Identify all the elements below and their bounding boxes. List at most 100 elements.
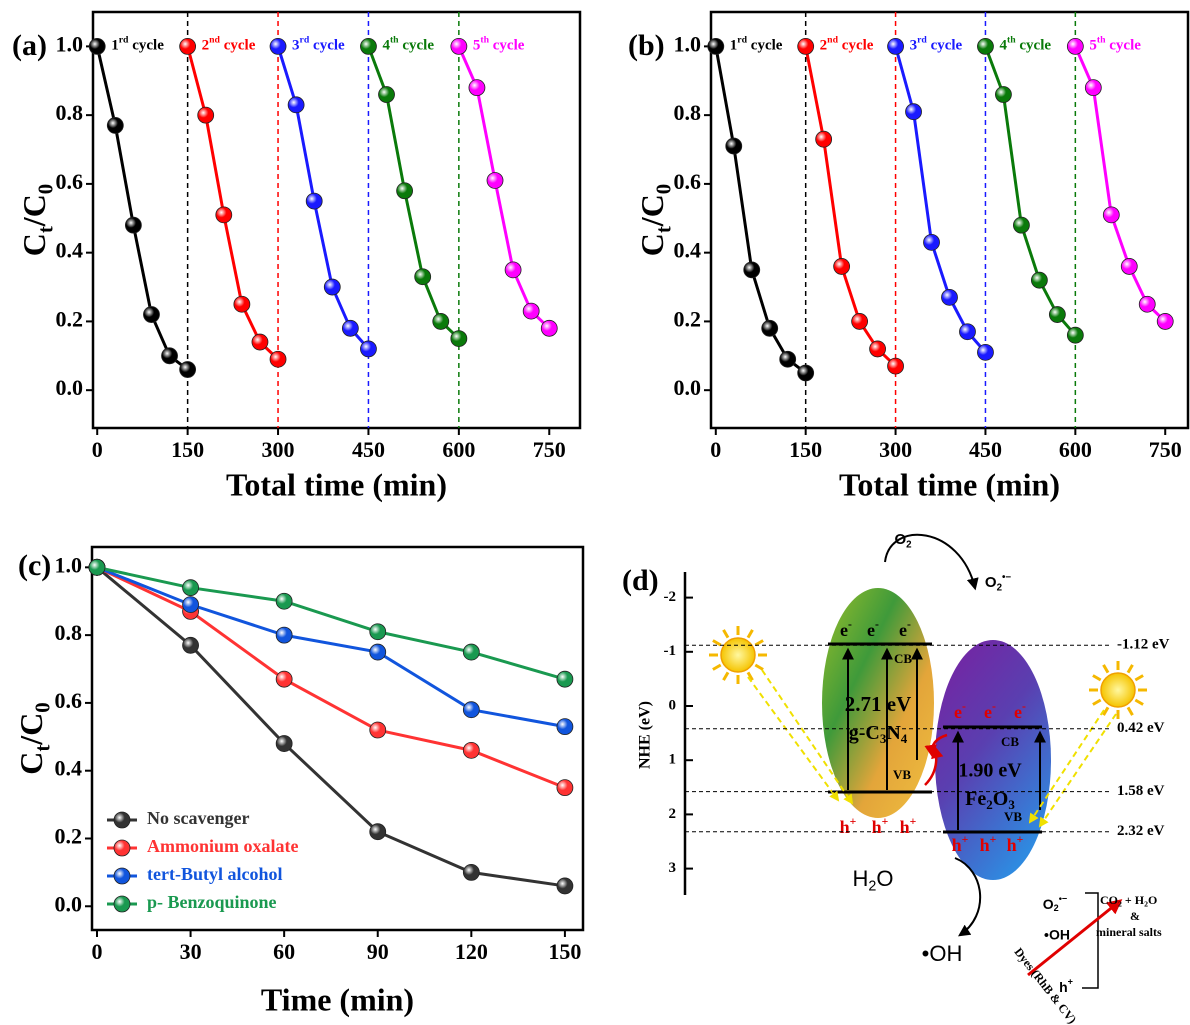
- data-point: [88, 37, 106, 55]
- y-tick-label: 0.0: [674, 375, 702, 400]
- sun-icon: [1089, 661, 1147, 719]
- data-point: [432, 313, 450, 330]
- species: h+: [1059, 977, 1073, 995]
- hole: h+: [952, 832, 969, 855]
- sun-ray: [1126, 706, 1134, 716]
- data-point: [341, 319, 359, 337]
- product: mineral salts: [1096, 925, 1162, 939]
- data-point: [462, 701, 480, 719]
- data-point: [1030, 271, 1048, 289]
- hole: h+: [980, 832, 997, 855]
- data-point: [941, 288, 958, 306]
- x-tick-label: 300: [879, 437, 912, 462]
- y-tick-label: 0.4: [674, 238, 702, 263]
- data-point: [779, 350, 797, 368]
- legend-marker: [113, 867, 131, 885]
- bracket: [1082, 892, 1099, 989]
- data-point: [182, 579, 199, 597]
- data-point: [450, 330, 468, 348]
- legend-label: tert-Butyl alcohol: [147, 864, 282, 884]
- x-tick-label: 90: [367, 939, 389, 964]
- legend-label: 4th cycle: [382, 35, 434, 54]
- excitation-arrows: [842, 647, 1046, 830]
- level-label: 2.32 eV: [1117, 823, 1165, 839]
- data-point: [1084, 79, 1102, 97]
- band-label: VB: [1004, 809, 1022, 824]
- sun-ray: [746, 671, 754, 681]
- x-axis-title: Total time (min): [226, 466, 447, 502]
- data-point: [1066, 37, 1084, 55]
- x-tick-label: 450: [352, 437, 385, 462]
- y-tick-label: 0.8: [56, 100, 84, 125]
- data-point: [522, 302, 540, 320]
- y-tick-label: 0.6: [56, 169, 84, 194]
- data-point: [369, 721, 387, 739]
- sun-ray: [722, 671, 730, 681]
- data-point: [414, 268, 432, 286]
- mechanism-diagram: (d) NHE (eV) O2 O2•− H2O •OH 2.71 eV g-C…: [622, 531, 1170, 1025]
- series-line: [714, 46, 807, 375]
- species: H2O: [853, 866, 894, 895]
- data-point: [378, 86, 395, 103]
- electron: e-: [954, 699, 966, 722]
- tick-label: 0: [669, 697, 677, 713]
- sun-ray: [722, 629, 730, 639]
- data-point: [275, 592, 293, 610]
- x-tick-label: 60: [273, 939, 295, 964]
- legend-label: No scavenger: [147, 808, 249, 828]
- data-point: [1156, 313, 1174, 330]
- data-point: [179, 37, 197, 55]
- level-label: -1.12 eV: [1117, 637, 1170, 653]
- series-line: [95, 46, 189, 371]
- transfer-arrow: [924, 733, 948, 758]
- sun-disk: [1100, 672, 1136, 708]
- data-point: [462, 741, 480, 759]
- data-point: [106, 117, 124, 134]
- band-label: CB: [894, 651, 912, 666]
- sun-ray: [1092, 698, 1102, 706]
- electron: e-: [899, 617, 911, 640]
- reaction-arrow: [1027, 899, 1123, 977]
- tick-label: 3: [669, 860, 677, 876]
- panel-label: (d): [622, 564, 659, 597]
- x-tick-label: 120: [455, 939, 488, 964]
- x-tick-label: 600: [442, 437, 475, 462]
- data-point: [995, 86, 1012, 103]
- sun-ray: [1102, 664, 1110, 674]
- data-point: [275, 735, 293, 752]
- sun-ray: [1134, 674, 1144, 682]
- species: O2: [894, 531, 912, 550]
- data-point: [1138, 295, 1156, 313]
- reaction-arrow: [954, 857, 982, 937]
- degradation-scheme: O2•− •OH h+ Dyes (RhB & CV) CO2 + H2O & …: [1011, 892, 1162, 1025]
- data-point: [215, 206, 233, 224]
- x-tick-label: 750: [1149, 437, 1182, 462]
- series-line: [96, 565, 566, 790]
- data-point: [360, 340, 377, 358]
- series-line: [186, 45, 280, 361]
- plot-frame: [91, 10, 582, 430]
- data-point: [468, 79, 486, 97]
- data-point: [369, 643, 387, 661]
- sun-ray: [1092, 674, 1102, 682]
- electron: e-: [1014, 699, 1026, 722]
- sun-ray: [754, 639, 764, 647]
- tick-label: -1: [664, 643, 677, 659]
- x-tick-label: 0: [92, 437, 103, 462]
- product: CO2 + H2O: [1100, 893, 1157, 909]
- electron: e-: [984, 699, 996, 722]
- band-label: CB: [1001, 734, 1019, 749]
- y-tick-label: 0.4: [55, 756, 83, 781]
- legend-marker: [113, 895, 131, 913]
- tick-label: 2: [669, 806, 677, 822]
- data-point: [143, 306, 160, 323]
- electron: e-: [840, 617, 852, 640]
- y-tick-label: 0.2: [56, 306, 84, 331]
- sun-ray: [1102, 706, 1110, 716]
- data-point: [540, 319, 558, 337]
- data-point: [1013, 216, 1030, 234]
- legend-label: 1rd cycle: [111, 35, 164, 54]
- legend-label: 5th cycle: [473, 35, 525, 54]
- data-point: [959, 323, 976, 341]
